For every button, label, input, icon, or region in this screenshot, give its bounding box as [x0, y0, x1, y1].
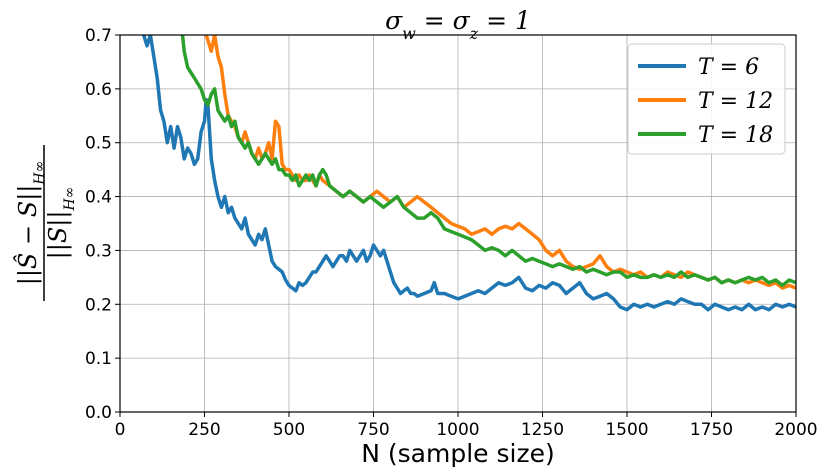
x-axis-label: N (sample size) — [361, 439, 554, 468]
svg-text:||Ŝ − S||H∞: ||Ŝ − S||H∞ — [13, 161, 48, 286]
legend-label: T = 6 — [698, 55, 759, 80]
legend: T = 6 T = 12 T = 18 — [627, 43, 786, 155]
x-tick-label: 0 — [115, 420, 126, 440]
x-tick-label: 500 — [273, 420, 305, 440]
y-tick-label: 0.7 — [85, 26, 112, 46]
x-tick-label: 1250 — [521, 420, 564, 440]
y-tick-label: 0.2 — [85, 295, 112, 315]
x-tick-label: 250 — [188, 420, 220, 440]
y-tick-label: 0.1 — [85, 349, 112, 369]
y-tick-label: 0.5 — [85, 134, 112, 154]
x-tick-label: 2000 — [774, 420, 817, 440]
x-tick-label: 1750 — [690, 420, 733, 440]
y-tick-label: 0.4 — [85, 188, 112, 208]
legend-box — [627, 43, 786, 155]
series-line-t6 — [141, 35, 796, 312]
y-tick-label: 0.6 — [85, 80, 112, 100]
y-axis: 0.0 0.1 0.2 0.3 0.4 0.5 0.6 0.7 — [85, 26, 120, 423]
x-tick-label: 750 — [357, 420, 389, 440]
x-tick-label: 1000 — [436, 420, 479, 440]
legend-label: T = 18 — [698, 123, 773, 148]
y-axis-label: ||Ŝ − S||H∞ ||S||H∞ — [13, 145, 78, 301]
y-tick-label: 0.0 — [85, 403, 112, 423]
series-lines — [141, 35, 796, 312]
x-axis: 0 250 500 750 1000 1250 1500 1750 2000 — [115, 412, 818, 440]
svg-text:||S||H∞: ||S||H∞ — [44, 187, 78, 260]
y-tick-label: 0.3 — [85, 241, 112, 261]
x-tick-label: 1500 — [605, 420, 648, 440]
series-line-t18 — [180, 35, 796, 288]
legend-label: T = 12 — [698, 89, 773, 114]
